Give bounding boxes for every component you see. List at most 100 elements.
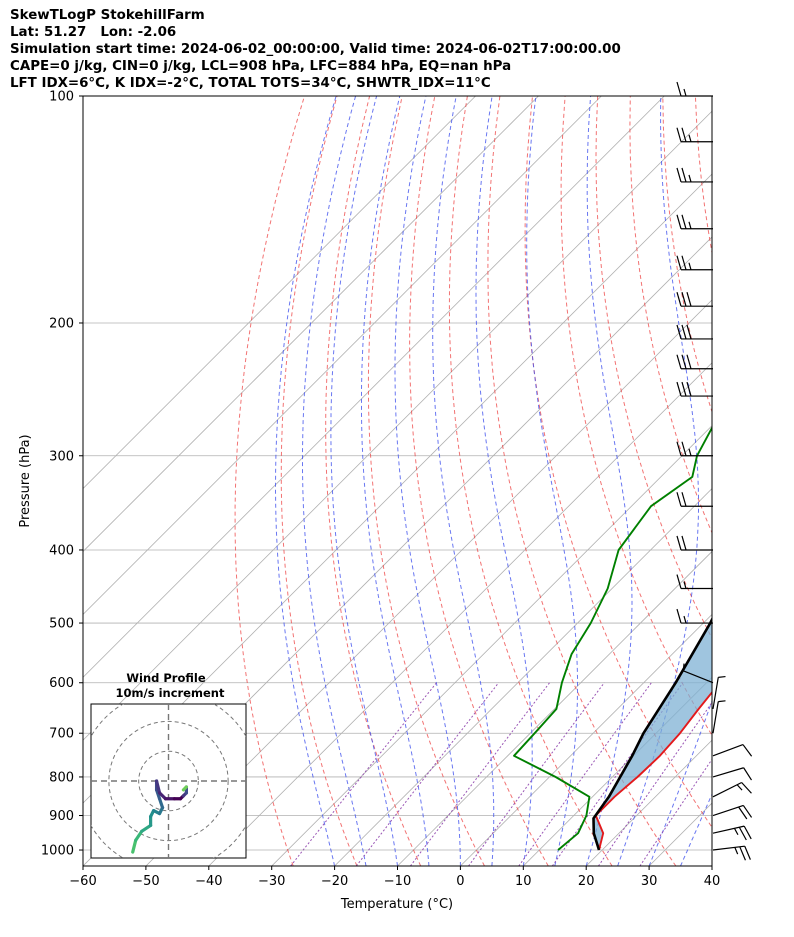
wind-barb: [676, 608, 713, 624]
y-tick-label: 600: [49, 676, 74, 691]
temperature-line: [594, 690, 712, 851]
wind-barb-flag: [676, 492, 682, 507]
wind-barb-half-flag: [718, 700, 726, 703]
wind-barb-flag: [676, 574, 682, 589]
wind-barb-half-flag: [683, 581, 687, 589]
wind-barb: [712, 845, 751, 861]
grid-lines: [83, 96, 712, 866]
wind-barb-flag: [681, 255, 687, 270]
wind-barb: [676, 167, 713, 183]
moist-adiabat: [711, 864, 712, 866]
wind-barb-flag: [681, 492, 687, 507]
isotherm-line: [271, 425, 712, 866]
hodograph-segment: [134, 829, 144, 842]
dry-adiabat: [234, 96, 305, 866]
wind-barb-flag: [676, 535, 682, 551]
wind-barb-flag: [676, 214, 682, 229]
sounding-profiles: [513, 425, 712, 851]
wind-barb: [676, 492, 713, 507]
moist-adiabat: [617, 96, 699, 866]
wind-barb: [676, 354, 713, 370]
wind-barb: [676, 574, 713, 590]
wind-barb-shaft: [712, 781, 742, 798]
moist-adiabat: [475, 96, 533, 866]
hodograph-plot: [91, 704, 246, 858]
wind-barb-flag: [676, 292, 682, 307]
dry-adiabat: [694, 96, 712, 256]
title-line-5: LFT IDX=6°C, K IDX=-2°C, TOTAL TOTS=34°C…: [10, 76, 491, 91]
wind-barb-flag: [681, 214, 687, 229]
moist-adiabat: [680, 793, 712, 866]
x-tick-label: 10: [515, 874, 532, 889]
dry-adiabat: [560, 96, 712, 737]
wind-barb-shaft: [712, 677, 719, 710]
wind-barb: [676, 81, 713, 97]
hodograph-segment: [154, 779, 162, 795]
isotherm-line: [83, 110, 712, 741]
wind-barb: [676, 535, 713, 551]
title-line-4: CAPE=0 j/kg, CIN=0 j/kg, LCL=908 hPa, LF…: [10, 59, 512, 74]
wind-barb: [712, 700, 726, 734]
wind-barb: [676, 255, 713, 271]
wind-barb-half-flag: [688, 448, 692, 456]
x-tick-label: 30: [641, 874, 658, 889]
mixing-ratio-line: [518, 682, 652, 866]
wind-barb: [676, 324, 713, 340]
dry-adiabat: [448, 96, 613, 866]
y-tick-label: 300: [49, 449, 74, 464]
x-tick-label: 20: [578, 874, 595, 889]
isotherm-line: [208, 362, 712, 866]
wind-barb-flag: [743, 767, 753, 781]
dry-adiabat: [524, 96, 712, 829]
wind-barb: [712, 675, 726, 710]
wind-barb-shaft: [683, 670, 714, 684]
moist-adiabat: [585, 96, 633, 866]
x-axis-label: Temperature (°C): [340, 897, 453, 912]
moist-adiabat: [361, 96, 430, 866]
wind-barb: [712, 781, 752, 798]
isotherm-line: [83, 96, 539, 553]
wind-barb-flag: [676, 255, 682, 270]
wind-barb-half-flag: [682, 663, 685, 671]
wind-barb-flag: [676, 127, 682, 142]
wind-barb: [712, 825, 752, 841]
wind-barb: [676, 127, 713, 143]
cape-cin-shading: [593, 619, 712, 850]
wind-barb-half-flag: [683, 88, 687, 97]
dry-adiabat: [595, 96, 712, 640]
moist-adiabat: [432, 96, 495, 866]
y-axis-label: Pressure (hPa): [18, 434, 33, 527]
wind-barb-flag: [681, 535, 687, 551]
y-tick-label: 200: [49, 316, 74, 331]
y-tick-label: 100: [49, 90, 74, 105]
hodograph-segment: [181, 785, 188, 792]
hodograph-segment: [140, 823, 153, 833]
parcel-profile-line: [592, 616, 712, 851]
x-tick-label: −40: [195, 874, 222, 889]
wind-barb-flag: [681, 167, 687, 183]
wind-barb: [712, 804, 753, 820]
wind-barb: [712, 744, 753, 757]
wind-barb-half-flag: [718, 675, 726, 678]
mixing-ratio-line: [597, 701, 712, 866]
mixing-ratio-line: [409, 682, 550, 866]
dry-adiabat: [280, 96, 358, 866]
dry-adiabat: [367, 96, 485, 866]
x-axis: −60 −50 −40 −30 −20 −10 0 10 20 30 40: [69, 866, 720, 889]
wind-barb-shaft: [712, 767, 744, 778]
mixing-ratio-line: [639, 758, 712, 866]
chart-title-block: SkewTLogP StokehillFarm Lat: 51.27 Lon: -…: [10, 7, 621, 92]
x-tick-label: −60: [69, 874, 96, 889]
y-axis: 1000 900 800 700 600 500 400 300 200 100: [41, 90, 83, 859]
wind-barb-flag: [686, 324, 692, 340]
wind-barb-flag: [676, 381, 682, 397]
wind-barb-flag: [681, 324, 687, 340]
wind-barb-flag: [676, 324, 682, 340]
hodograph-ring: [138, 750, 199, 812]
wind-barb-flag: [744, 845, 751, 860]
y-tick-label: 800: [49, 770, 74, 785]
wind-barb-shaft: [712, 701, 719, 734]
wind-barb-flag: [676, 81, 682, 97]
wind-barb: [676, 292, 713, 307]
